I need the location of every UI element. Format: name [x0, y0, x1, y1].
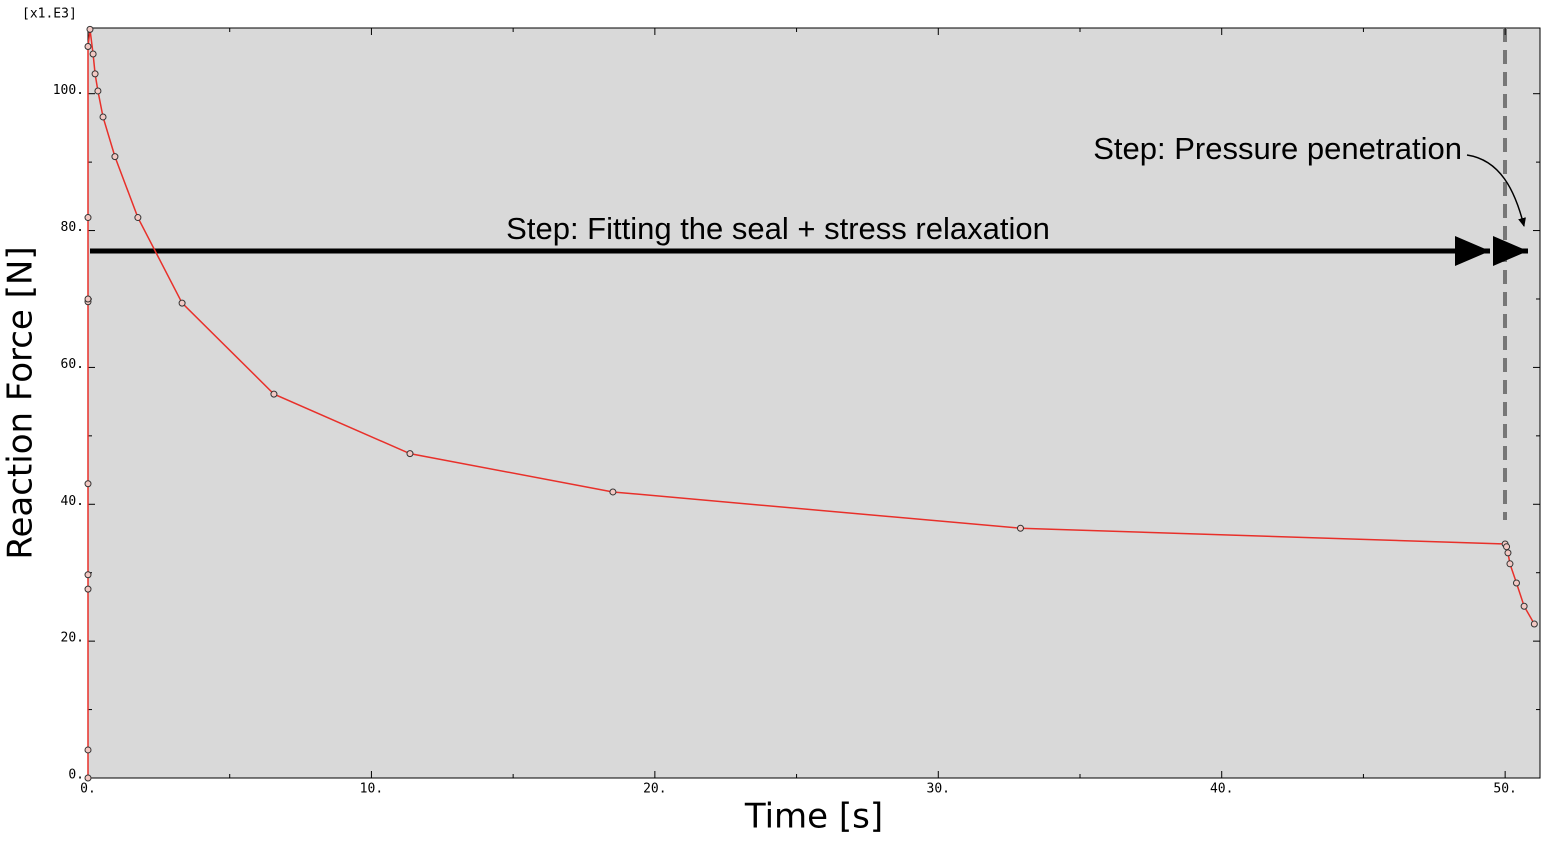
data-point	[270, 390, 278, 398]
data-point	[1506, 560, 1514, 568]
data-point	[84, 295, 92, 303]
y-tick-label: 100.	[53, 83, 84, 98]
x-tick-label: 50.	[1493, 782, 1516, 797]
data-point	[1520, 602, 1528, 610]
x-axis-title: Time [s]	[744, 797, 883, 837]
y-tick-label: 80.	[61, 220, 84, 235]
x-tick-label: 40.	[1210, 782, 1233, 797]
data-point	[86, 25, 94, 33]
y-tick-label: 40.	[61, 494, 84, 509]
data-point	[84, 42, 92, 50]
data-point	[84, 746, 92, 754]
data-point	[1503, 543, 1511, 551]
plot-area	[87, 27, 1541, 779]
data-point	[134, 214, 142, 222]
data-point	[609, 488, 617, 496]
y-tick-label: 0.	[68, 768, 84, 783]
data-point	[1016, 524, 1024, 532]
data-point	[111, 153, 119, 161]
data-point	[99, 113, 107, 121]
y-axis-title: Reaction Force [N]	[1, 246, 41, 559]
data-point	[1504, 549, 1512, 557]
data-point	[91, 70, 99, 78]
x-tick-label: 10.	[360, 782, 383, 797]
data-point	[84, 571, 92, 579]
data-point	[1512, 579, 1520, 587]
data-point	[84, 480, 92, 488]
data-point	[84, 214, 92, 222]
data-point	[94, 87, 102, 95]
annotation: Step: Fitting the seal + stress relaxati…	[506, 211, 1050, 246]
data-point	[178, 299, 186, 307]
data-point	[406, 450, 414, 458]
data-point	[84, 774, 92, 782]
annotation: Step: Pressure penetration	[1093, 131, 1462, 166]
x-tick-label: 30.	[927, 782, 950, 797]
y-tick-label: 60.	[61, 357, 84, 372]
x-tick-label: 0.	[80, 782, 96, 797]
data-point	[84, 585, 92, 593]
y-multiplier: [x1.E3]	[22, 7, 77, 22]
callout-arrow	[1466, 154, 1526, 227]
data-point	[89, 50, 97, 58]
y-tick-label: 20.	[61, 631, 84, 646]
data-point	[1530, 620, 1538, 628]
x-tick-label: 20.	[643, 782, 666, 797]
